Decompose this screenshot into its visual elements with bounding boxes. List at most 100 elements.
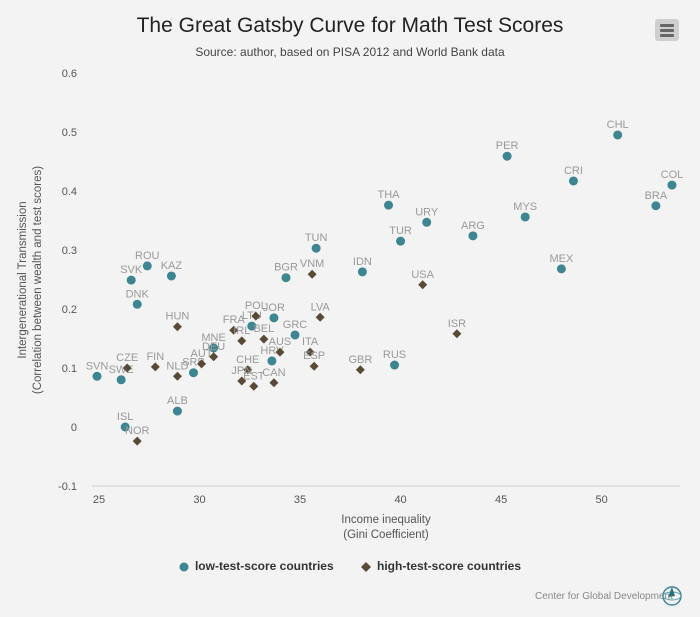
circle-marker[interactable] xyxy=(247,321,257,331)
circle-marker[interactable] xyxy=(132,299,142,309)
diamond-marker[interactable] xyxy=(307,269,317,279)
legend-item-low[interactable]: low-test-score countries xyxy=(179,559,334,573)
diamond-marker[interactable] xyxy=(209,352,219,362)
data-point-usa[interactable]: USA xyxy=(411,269,435,290)
data-point-per[interactable]: PER xyxy=(496,140,519,161)
diamond-marker[interactable] xyxy=(172,371,182,381)
data-point-fin[interactable]: FIN xyxy=(146,351,164,372)
diamond-marker[interactable] xyxy=(243,365,253,375)
diamond-marker[interactable] xyxy=(150,362,160,372)
circle-marker[interactable] xyxy=(189,368,199,378)
data-point-gbr[interactable]: GBR xyxy=(348,354,372,375)
data-point-svn[interactable]: SVN xyxy=(86,360,109,381)
circle-marker[interactable] xyxy=(92,371,102,381)
circle-marker[interactable] xyxy=(267,356,277,366)
data-point-svk[interactable]: SVK xyxy=(120,264,143,285)
data-point-nld[interactable]: NLD xyxy=(166,360,188,381)
diamond-marker[interactable] xyxy=(452,329,462,339)
data-point-arg[interactable]: ARG xyxy=(461,220,485,241)
diamond-marker[interactable] xyxy=(259,334,269,344)
data-point-col[interactable]: COL xyxy=(661,169,684,190)
data-point-can[interactable]: CAN xyxy=(262,367,286,388)
data-point-deu[interactable]: DEU xyxy=(202,341,225,362)
circle-marker[interactable] xyxy=(468,231,478,241)
data-point-bgr[interactable]: BGR xyxy=(274,262,298,283)
circle-marker[interactable] xyxy=(120,422,130,432)
diamond-marker[interactable] xyxy=(305,347,315,357)
circle-marker[interactable] xyxy=(651,201,661,211)
diamond-marker[interactable] xyxy=(237,376,247,386)
data-point-aus[interactable]: AUS xyxy=(269,336,292,357)
circle-marker[interactable] xyxy=(384,200,394,210)
data-point-nor[interactable]: NOR xyxy=(125,425,150,446)
diamond-marker[interactable] xyxy=(172,322,182,332)
circle-marker[interactable] xyxy=(422,217,432,227)
data-point-tha[interactable]: THA xyxy=(378,189,401,210)
circle-marker[interactable] xyxy=(116,375,126,385)
diamond-marker[interactable] xyxy=(237,336,247,346)
circle-marker[interactable] xyxy=(568,176,578,186)
circle-marker[interactable] xyxy=(269,313,279,323)
circle-marker[interactable] xyxy=(311,243,321,253)
data-point-est[interactable]: EST xyxy=(243,370,265,391)
circle-marker[interactable] xyxy=(290,330,300,340)
data-point-cri[interactable]: CRI xyxy=(564,165,583,186)
data-point-pol[interactable]: POL xyxy=(245,300,267,321)
data-point-rou[interactable]: ROU xyxy=(135,250,160,271)
data-point-alb[interactable]: ALB xyxy=(167,395,188,416)
diamond-marker[interactable] xyxy=(229,325,239,335)
circle-marker[interactable] xyxy=(281,273,291,283)
data-point-kaz[interactable]: KAZ xyxy=(161,260,183,281)
diamond-marker[interactable] xyxy=(251,311,261,321)
data-point-lva[interactable]: LVA xyxy=(311,301,331,322)
data-point-chl[interactable]: CHL xyxy=(607,119,629,140)
data-point-irl[interactable]: IRL xyxy=(233,325,250,346)
data-point-aut[interactable]: AUT xyxy=(191,348,213,369)
data-point-mys[interactable]: MYS xyxy=(513,201,537,222)
circle-marker[interactable] xyxy=(390,360,400,370)
data-point-isl[interactable]: ISL xyxy=(117,411,134,432)
data-point-ury[interactable]: URY xyxy=(415,206,439,227)
data-point-jor[interactable]: JOR xyxy=(263,302,285,323)
data-point-fra[interactable]: FRA xyxy=(223,314,246,335)
diamond-marker[interactable] xyxy=(275,347,285,357)
data-point-bra[interactable]: BRA xyxy=(645,190,668,211)
hamburger-menu-icon[interactable] xyxy=(655,19,679,41)
circle-marker[interactable] xyxy=(502,151,512,161)
data-point-isr[interactable]: ISR xyxy=(448,318,466,339)
data-point-esp[interactable]: ESP xyxy=(303,350,325,371)
diamond-marker[interactable] xyxy=(309,361,319,371)
data-point-mex[interactable]: MEX xyxy=(549,253,574,274)
circle-marker[interactable] xyxy=(172,406,182,416)
data-point-idn[interactable]: IDN xyxy=(353,256,372,277)
data-point-ita[interactable]: ITA xyxy=(302,336,319,357)
circle-marker[interactable] xyxy=(613,130,623,140)
circle-marker[interactable] xyxy=(126,275,136,285)
data-point-tun[interactable]: TUN xyxy=(305,232,328,253)
data-point-rus[interactable]: RUS xyxy=(383,349,406,370)
circle-marker[interactable] xyxy=(209,343,219,353)
data-point-bel[interactable]: BEL xyxy=(253,323,274,344)
data-point-grc[interactable]: GRC xyxy=(283,319,308,340)
diamond-marker[interactable] xyxy=(249,381,259,391)
data-point-vnm[interactable]: VNM xyxy=(300,258,324,279)
data-point-hun[interactable]: HUN xyxy=(166,311,190,332)
data-point-cze[interactable]: CZE xyxy=(116,352,138,373)
circle-marker[interactable] xyxy=(142,261,152,271)
data-point-che[interactable]: CHE xyxy=(236,354,259,375)
diamond-marker[interactable] xyxy=(315,312,325,322)
circle-marker[interactable] xyxy=(396,236,406,246)
circle-marker[interactable] xyxy=(166,271,176,281)
data-point-dnk[interactable]: DNK xyxy=(126,288,150,309)
credit-link[interactable]: Center for Global Development xyxy=(535,586,682,606)
diamond-marker[interactable] xyxy=(418,280,428,290)
legend-item-high[interactable]: high-test-score countries xyxy=(361,559,521,573)
diamond-marker[interactable] xyxy=(197,359,207,369)
circle-marker[interactable] xyxy=(520,212,530,222)
diamond-marker[interactable] xyxy=(132,436,142,446)
circle-marker[interactable] xyxy=(667,180,677,190)
data-point-mne[interactable]: MNE xyxy=(201,332,226,353)
diamond-marker[interactable] xyxy=(122,363,132,373)
data-point-jpn[interactable]: JPN xyxy=(231,365,252,386)
circle-marker[interactable] xyxy=(357,267,367,277)
